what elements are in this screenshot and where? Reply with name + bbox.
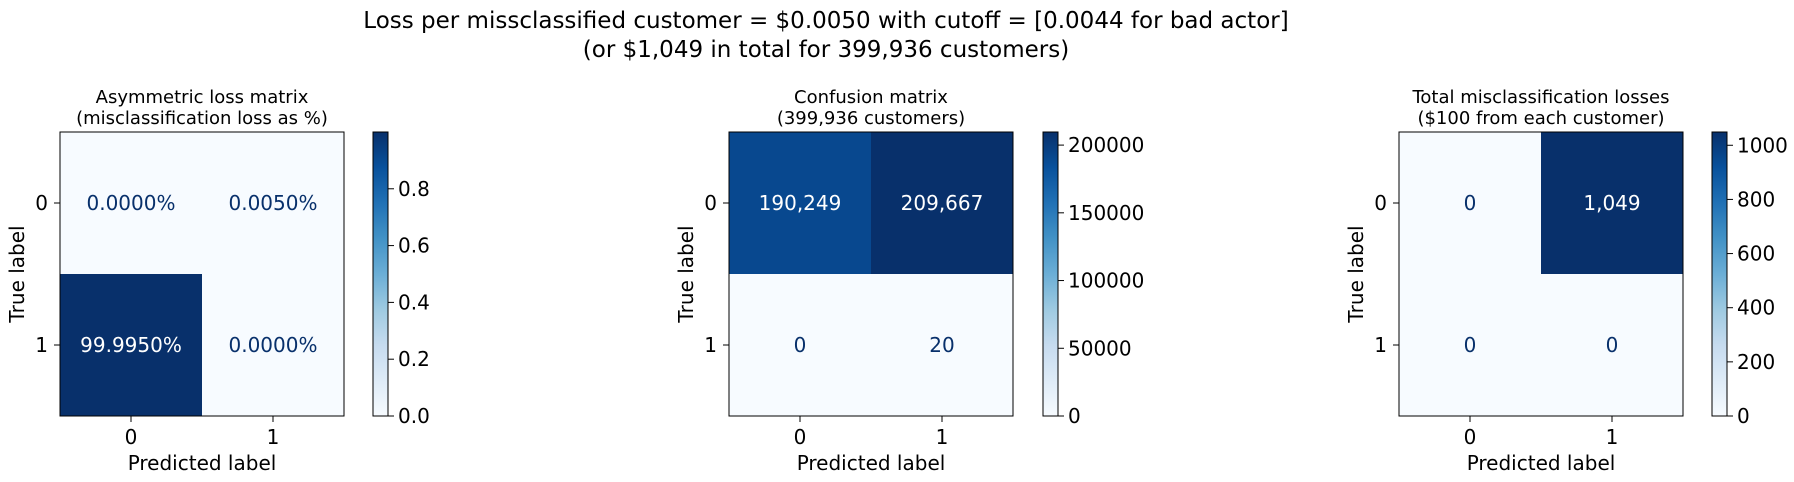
cell-value-label: 99.9950% bbox=[80, 333, 182, 357]
colorbar-frame bbox=[372, 131, 389, 417]
heatmap-panels: Asymmetric loss matrix(misclassification… bbox=[5, 87, 1788, 475]
heatmap-cell-r0-c0 bbox=[1399, 132, 1541, 274]
colorbar-tick-label: 100000 bbox=[1068, 269, 1144, 293]
heatmap-cell-r1-c1 bbox=[202, 274, 344, 416]
colorbar-tick-label: 200000 bbox=[1068, 133, 1144, 157]
axes-frame bbox=[1398, 131, 1684, 417]
cell-value-label: 0 bbox=[1464, 191, 1477, 215]
heatmap-cell-r0-c1 bbox=[202, 132, 344, 274]
heatmap-cell-r0-c0 bbox=[60, 132, 202, 274]
colorbar bbox=[373, 132, 388, 416]
colorbar-tick-label: 800 bbox=[1737, 187, 1775, 211]
x-tick-label: 1 bbox=[936, 425, 949, 449]
panel-title-line-1: Confusion matrix bbox=[794, 87, 948, 108]
cell-value-label: 190,249 bbox=[759, 191, 842, 215]
colorbar-tick-label: 400 bbox=[1737, 296, 1775, 320]
heatmap-cell-r1-c0 bbox=[1399, 274, 1541, 416]
x-axis-label: Predicted label bbox=[797, 451, 946, 475]
x-axis-label: Predicted label bbox=[128, 451, 277, 475]
panel-title-line-2: (misclassification loss as %) bbox=[76, 108, 328, 129]
colorbar-tick-label: 1000 bbox=[1737, 133, 1788, 157]
y-tick-label: 0 bbox=[1374, 191, 1387, 215]
colorbar-tick-label: 0.6 bbox=[398, 234, 430, 258]
y-tick-label: 1 bbox=[35, 333, 48, 357]
cell-value-label: 0.0050% bbox=[229, 191, 318, 215]
cell-value-label: 20 bbox=[929, 333, 954, 357]
axes-frame bbox=[728, 131, 1014, 417]
x-tick-label: 1 bbox=[267, 425, 280, 449]
colorbar-frame bbox=[1711, 131, 1728, 417]
heatmap-cell-r1-c0 bbox=[729, 274, 871, 416]
y-tick-label: 0 bbox=[35, 191, 48, 215]
x-axis-label: Predicted label bbox=[1467, 451, 1616, 475]
cell-value-label: 209,667 bbox=[901, 191, 984, 215]
heatmap-panel-2: Confusion matrix(399,936 customers) 190,2… bbox=[674, 87, 1144, 475]
cell-value-label: 0 bbox=[1464, 333, 1477, 357]
heatmap-panel-1: Asymmetric loss matrix(misclassification… bbox=[5, 87, 430, 475]
y-tick-label: 1 bbox=[704, 333, 717, 357]
x-tick-label: 1 bbox=[1606, 425, 1619, 449]
y-axis-label: True label bbox=[674, 225, 698, 323]
heatmap-cell-r1-c1 bbox=[1541, 274, 1683, 416]
colorbar-tick-label: 150000 bbox=[1068, 201, 1144, 225]
colorbar-tick-label: 600 bbox=[1737, 242, 1775, 266]
heatmap-panel-3: Total misclassification losses($100 from… bbox=[1344, 87, 1788, 475]
colorbar-tick-label: 0.4 bbox=[398, 290, 430, 314]
cell-value-label: 0 bbox=[1606, 333, 1619, 357]
heatmap-cell-r0-c1 bbox=[871, 132, 1013, 274]
colorbar-tick-label: 0 bbox=[1068, 404, 1081, 428]
y-tick-label: 0 bbox=[704, 191, 717, 215]
x-tick-label: 0 bbox=[794, 425, 807, 449]
figure-title-line-2: (or $1,049 in total for 399,936 customer… bbox=[583, 37, 1069, 63]
colorbar bbox=[1043, 132, 1058, 416]
heatmap-cell-r0-c0 bbox=[729, 132, 871, 274]
y-axis-label: True label bbox=[1344, 225, 1368, 323]
heatmap-cell-r0-c1 bbox=[1541, 132, 1683, 274]
panel-title-line-2: (399,936 customers) bbox=[777, 108, 965, 129]
figure-title-line-1: Loss per missclassified customer = $0.00… bbox=[363, 8, 1288, 34]
colorbar bbox=[1712, 132, 1727, 416]
panel-title-line-2: ($100 from each customer) bbox=[1417, 108, 1664, 129]
cell-value-label: 0 bbox=[794, 333, 807, 357]
colorbar-tick-label: 0.8 bbox=[398, 177, 430, 201]
colorbar-tick-label: 0.0 bbox=[398, 404, 430, 428]
colorbar-tick-label: 200 bbox=[1737, 350, 1775, 374]
axes-frame bbox=[59, 131, 345, 417]
y-axis-label: True label bbox=[5, 225, 29, 323]
panel-title-line-1: Asymmetric loss matrix bbox=[96, 87, 309, 108]
heatmap-cell-r1-c0 bbox=[60, 274, 202, 416]
x-tick-label: 0 bbox=[1464, 425, 1477, 449]
x-tick-label: 0 bbox=[125, 425, 138, 449]
panel-title-line-1: Total misclassification losses bbox=[1411, 87, 1669, 108]
colorbar-tick-label: 0.2 bbox=[398, 347, 430, 371]
colorbar-tick-label: 50000 bbox=[1068, 336, 1132, 360]
cell-value-label: 1,049 bbox=[1583, 191, 1640, 215]
cell-value-label: 0.0000% bbox=[229, 333, 318, 357]
colorbar-frame bbox=[1042, 131, 1059, 417]
heatmap-cell-r1-c1 bbox=[871, 274, 1013, 416]
colorbar-tick-label: 0 bbox=[1737, 404, 1750, 428]
cell-value-label: 0.0000% bbox=[87, 191, 176, 215]
y-tick-label: 1 bbox=[1374, 333, 1387, 357]
